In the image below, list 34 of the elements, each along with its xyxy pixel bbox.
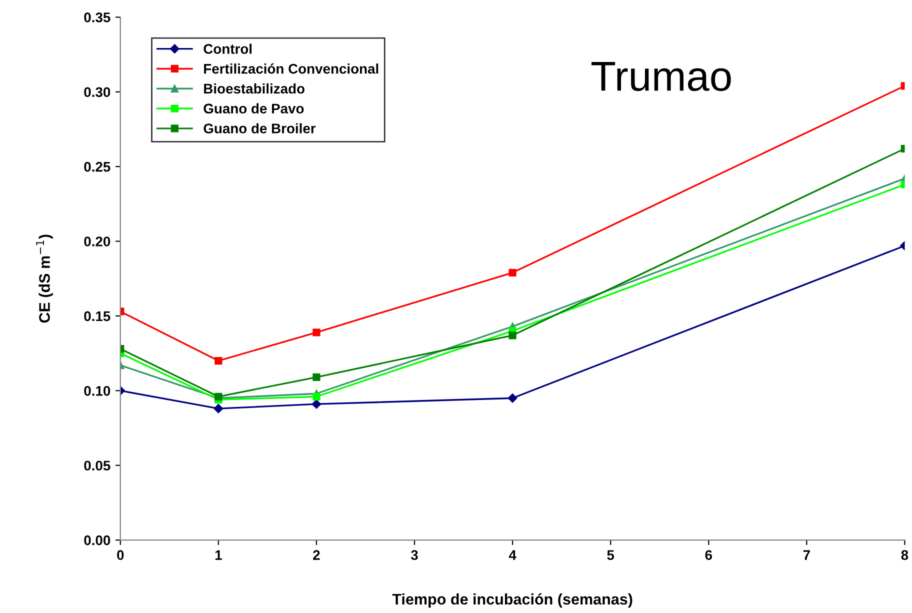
point — [312, 373, 320, 382]
point — [508, 394, 518, 403]
y-tick-label: 0.35 — [84, 12, 110, 22]
y-tick-label: 0.10 — [84, 386, 110, 396]
x-tick-label: 4 — [508, 550, 516, 560]
legend-label: Control — [204, 44, 252, 54]
legend-label: Fertilización Convencional — [204, 63, 378, 74]
point — [214, 404, 224, 414]
y-tick-label: 0.15 — [84, 311, 110, 322]
x-tick-label: 5 — [607, 550, 614, 560]
x-tick-label: 8 — [901, 550, 908, 560]
x-axis-title: Tiempo de incubación (semanas) — [392, 593, 632, 608]
point — [508, 332, 516, 340]
point — [312, 399, 322, 409]
x-tick-label: 3 — [410, 550, 418, 560]
text: Trumao — [592, 62, 731, 92]
point — [312, 328, 320, 336]
y-tick-label: 0.00 — [84, 535, 110, 546]
point — [312, 392, 320, 400]
y-tick-label: 0.30 — [84, 87, 110, 98]
x-tick-label: 6 — [705, 550, 712, 560]
y-tick-label: 0.25 — [84, 162, 110, 172]
y-axis-title: CE (dS m$^{−1}$) — [36, 234, 53, 323]
point — [508, 268, 516, 276]
x-tick-label: 1 — [215, 550, 222, 560]
y-tick-label: 0.05 — [84, 460, 110, 471]
legend-label: Bioestabilizado — [204, 83, 304, 94]
x-tick-label: 7 — [803, 550, 810, 560]
x-tick-label: 0 — [117, 550, 124, 560]
point — [214, 356, 222, 365]
y-tick-label: 0.20 — [84, 236, 110, 246]
legend-label: Guano de Pavo — [204, 103, 304, 114]
x-tick-label: 2 — [313, 550, 320, 560]
legend-label: Guano de Broiler — [204, 123, 316, 134]
